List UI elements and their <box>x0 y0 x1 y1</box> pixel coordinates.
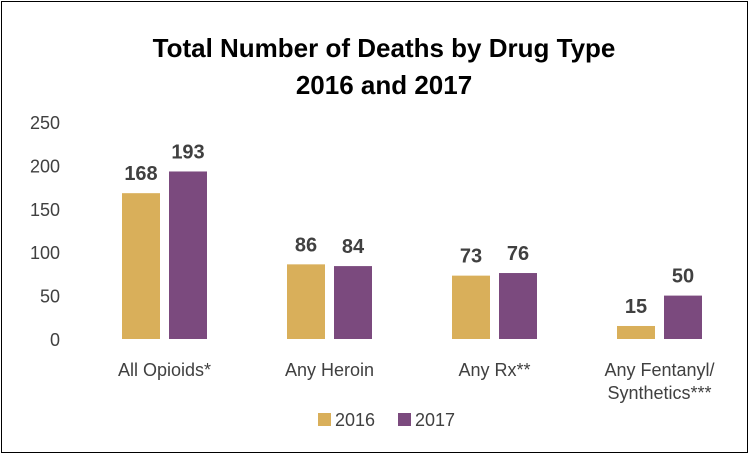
legend-swatch-2016 <box>318 413 331 426</box>
data-label: 86 <box>295 234 317 256</box>
data-label: 15 <box>625 296 647 318</box>
legend-label: 2017 <box>415 410 455 430</box>
bar-2017 <box>169 171 207 339</box>
legend: 2016 2017 <box>318 410 455 430</box>
category-label: Any Rx** <box>458 360 530 380</box>
bar-2016 <box>452 275 490 339</box>
y-tick-label: 200 <box>30 156 60 176</box>
data-label: 84 <box>342 236 365 258</box>
category-label: Synthetics*** <box>607 383 711 403</box>
bar-2016 <box>122 193 160 339</box>
chart-title-line: Total Number of Deaths by Drug Type <box>153 33 616 63</box>
x-axis: All Opioids* Any Heroin Any Rx** Any Fentan… <box>118 360 715 403</box>
y-tick-label: 250 <box>30 113 60 133</box>
data-label: 193 <box>171 141 204 163</box>
data-label: 76 <box>507 243 529 265</box>
y-tick-label: 0 <box>50 330 60 350</box>
chart-title: Total Number of Deaths by Drug Type 2016 … <box>153 33 616 100</box>
y-axis: 0 50 100 150 200 250 <box>30 113 60 350</box>
y-tick-label: 100 <box>30 243 60 263</box>
data-label: 168 <box>124 163 157 185</box>
data-label: 73 <box>460 246 482 268</box>
data-label: 50 <box>672 266 694 288</box>
bar-2017 <box>334 266 372 339</box>
category-label: Any Heroin <box>285 360 374 380</box>
bars <box>122 171 702 339</box>
category-label: Any Fentanyl/ <box>604 360 714 380</box>
legend-swatch-2017 <box>398 413 411 426</box>
category-label: All Opioids* <box>118 360 211 380</box>
bar-2016 <box>287 264 325 339</box>
chart-title-line: 2016 and 2017 <box>296 70 472 100</box>
bar-2017 <box>499 273 537 339</box>
data-labels: 168 86 73 15 193 84 76 50 <box>124 141 694 318</box>
legend-label: 2016 <box>335 410 375 430</box>
bar-2016 <box>617 325 655 339</box>
bar-2017 <box>664 295 702 339</box>
y-tick-label: 50 <box>40 287 60 307</box>
y-tick-label: 150 <box>30 200 60 220</box>
